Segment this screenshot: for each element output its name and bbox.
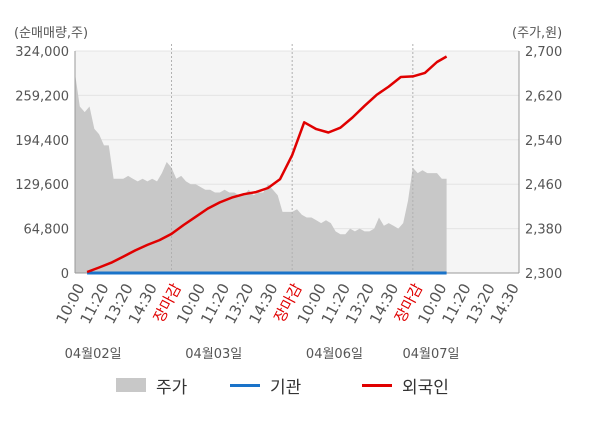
left-axis-label: (순매매량,주) bbox=[14, 26, 88, 41]
legend-swatch-area-icon bbox=[116, 378, 146, 392]
right-y-tick-label: 2,300 bbox=[525, 267, 562, 282]
foreign-line bbox=[86, 55, 448, 274]
right-y-tick-label: 2,460 bbox=[525, 178, 562, 193]
left-y-tick-label: 0 bbox=[61, 267, 69, 282]
date-label: 04월03일 bbox=[185, 347, 242, 362]
left-y-tick-label: 129,600 bbox=[15, 178, 69, 193]
legend: 주가 기관 외국인 bbox=[0, 370, 600, 400]
right-axis-label: (주가,원) bbox=[512, 26, 562, 41]
legend-swatch-line-icon bbox=[230, 383, 260, 387]
x-ticks: 10:0011:2013:2014:30장마감10:0011:2013:2014… bbox=[52, 280, 523, 362]
right-y-tick-label: 2,620 bbox=[525, 89, 562, 104]
right-y-tick-label: 2,380 bbox=[525, 223, 562, 238]
legend-swatch-line-icon bbox=[362, 383, 392, 387]
left-y-tick-label: 259,200 bbox=[15, 89, 69, 104]
date-label: 04월06일 bbox=[306, 347, 363, 362]
left-y-tick-label: 194,400 bbox=[15, 134, 69, 149]
right-y-tick-label: 2,700 bbox=[525, 45, 562, 60]
left-y-tick-label: 64,800 bbox=[24, 223, 70, 238]
legend-label-institution: 기관 bbox=[270, 377, 302, 398]
legend-item-foreign: 외국인 bbox=[362, 370, 449, 400]
left-y-tick-label: 324,000 bbox=[15, 45, 69, 60]
legend-label-price: 주가 bbox=[156, 377, 188, 398]
price-area-fill bbox=[75, 73, 447, 273]
series-lines bbox=[86, 55, 448, 275]
date-label: 04월07일 bbox=[402, 347, 459, 362]
legend-label-foreign: 외국인 bbox=[402, 377, 449, 398]
y-ticks: 0 64,800 129,600 194,400 259,200 324,000 2,300… bbox=[15, 45, 562, 282]
price-area bbox=[75, 73, 447, 273]
legend-item-price: 주가 bbox=[116, 370, 187, 400]
legend-item-institution: 기관 bbox=[230, 370, 301, 400]
right-y-tick-label: 2,540 bbox=[525, 134, 562, 149]
date-label: 04월02일 bbox=[65, 347, 122, 362]
